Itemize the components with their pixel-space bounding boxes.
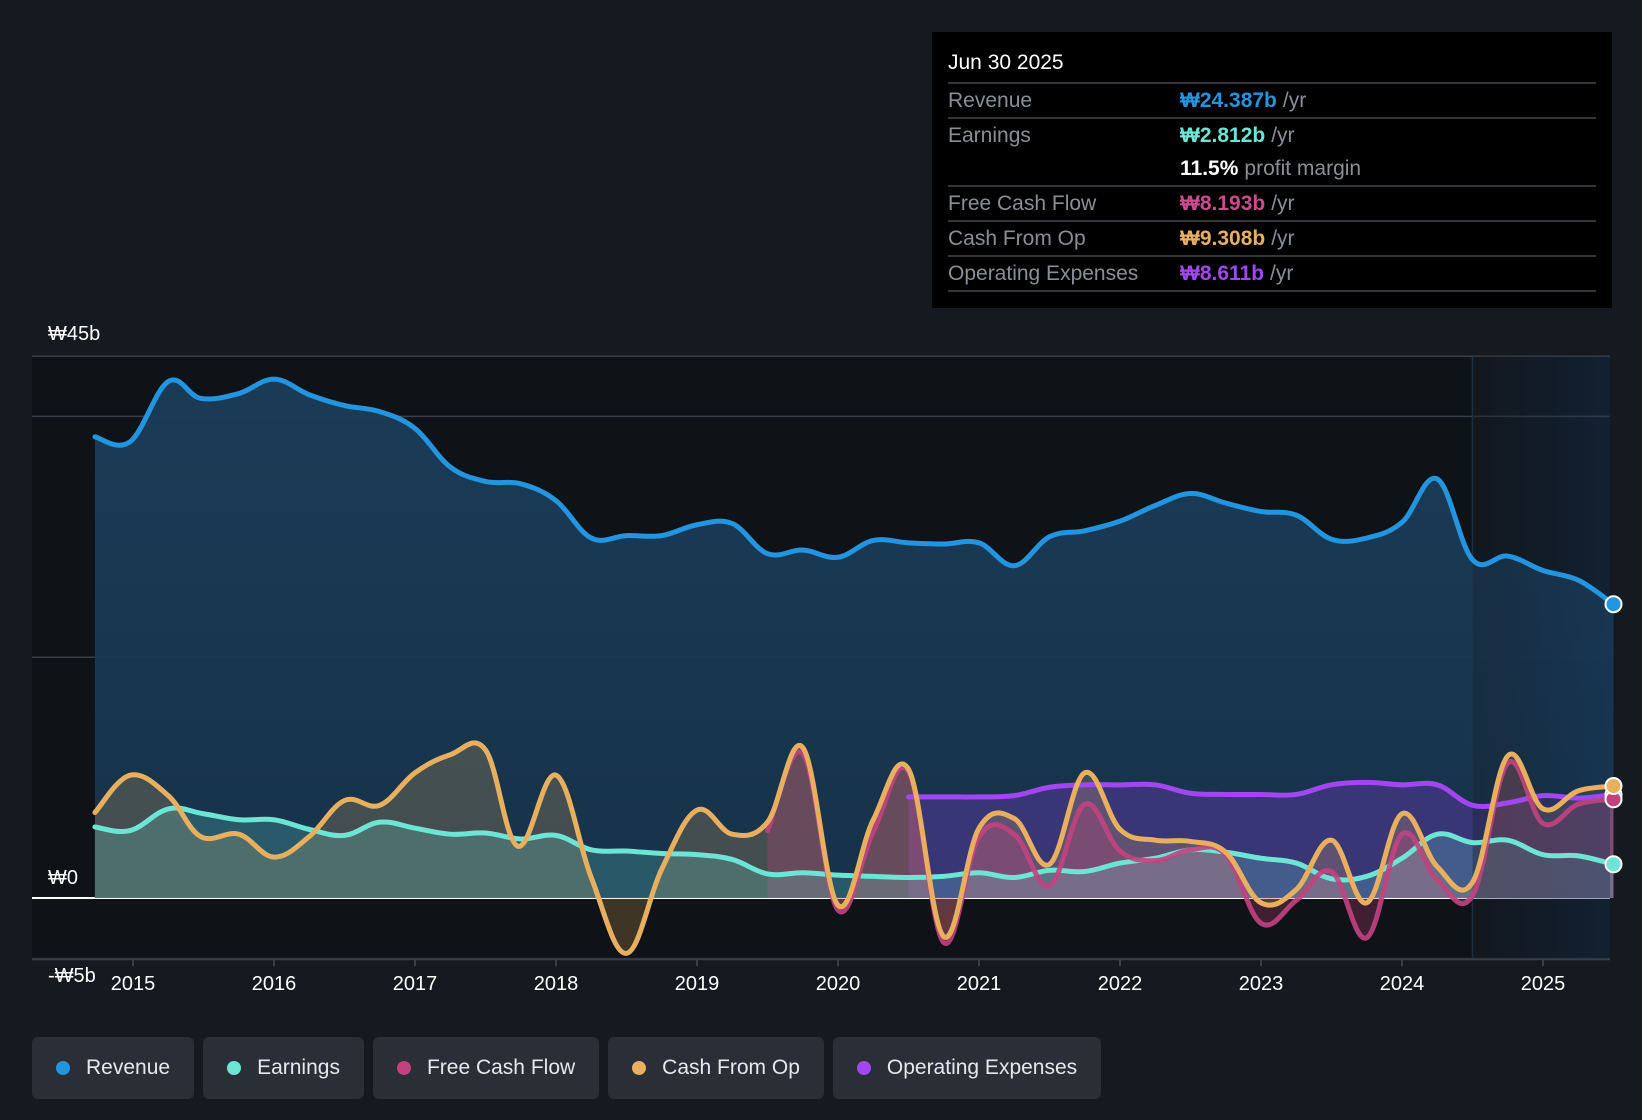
revenue-area <box>94 379 1614 898</box>
operating-expenses-line <box>906 779 1616 810</box>
tooltip-unit: /yr <box>1271 226 1295 250</box>
earnings-end-dot <box>1604 855 1623 874</box>
forecast-region <box>1472 356 1610 959</box>
tooltip-unit: /yr <box>1282 88 1307 112</box>
legend-item-revenue[interactable]: Revenue <box>32 1037 195 1099</box>
legend-item-earnings[interactable]: Earnings <box>203 1037 364 1099</box>
revenue-end-dot <box>1604 595 1623 614</box>
x-tick-label: 2019 <box>675 973 720 995</box>
legend-item-operating-expenses[interactable]: Operating Expenses <box>832 1037 1102 1099</box>
x-tick-label: 2024 <box>1380 973 1425 995</box>
legend-dot-icon <box>56 1061 70 1075</box>
tooltip-unit: /yr <box>1271 191 1295 215</box>
legend-label: Cash From Op <box>662 1056 800 1079</box>
legend-item-cash-from-op[interactable]: Cash From Op <box>608 1037 824 1099</box>
x-tick-label: 2018 <box>534 973 579 995</box>
tooltip-row: Operating Expenses ₩8.611b/yr <box>948 255 1596 290</box>
x-axis-labels: 2015 2016 2017 2018 2019 2020 2021 2022 2023 2024… <box>111 959 1566 995</box>
tooltip-unit: profit margin <box>1244 156 1362 180</box>
tooltip-date: Jun 30 2025 <box>948 51 1064 74</box>
tooltip-row: Free Cash Flow ₩8.193b/yr <box>948 185 1596 220</box>
y-tick-label: ₩45b <box>48 323 100 345</box>
legend-item-free-cash-flow[interactable]: Free Cash Flow <box>372 1037 600 1099</box>
tooltip-row: Cash From Op ₩9.308b/yr <box>948 220 1596 255</box>
tooltip-unit: /yr <box>1271 123 1295 147</box>
legend-dot-icon <box>227 1061 242 1075</box>
y-tick-label: -₩5b <box>48 965 96 987</box>
series-lines <box>92 376 1616 956</box>
tooltip-value: ₩8.611b <box>1180 261 1265 285</box>
legend-dot-icon <box>632 1061 647 1075</box>
tooltip-row: 11.5% profit margin <box>948 152 1596 185</box>
tooltip: Jun 30 2025 Revenue ₩24.387b/yr Earnings ₩2… <box>932 32 1612 308</box>
cash-from-op-line <box>92 740 1616 956</box>
x-tick-label: 2017 <box>393 973 438 995</box>
legend: Revenue Earnings Free Cash Flow Cash From O… <box>32 1037 1102 1099</box>
tooltip-value: ₩8.193b <box>1180 191 1266 215</box>
earnings-area <box>94 808 1614 898</box>
tooltip-label: Earnings <box>948 123 1031 147</box>
tooltip-row: Earnings ₩2.812b/yr <box>948 117 1596 152</box>
x-tick-label: 2015 <box>111 973 156 995</box>
tooltip-label: Revenue <box>948 88 1033 112</box>
cash-from-op-area <box>94 742 1614 954</box>
tooltip-row: Revenue ₩24.387b/yr <box>948 82 1596 117</box>
x-tick-label: 2020 <box>816 973 861 995</box>
revenue-line <box>92 376 1616 607</box>
tooltip-value: 11.5% <box>1180 156 1239 180</box>
tooltip-unit: /yr <box>1270 261 1294 285</box>
cash-from-op-end-dot <box>1604 777 1623 796</box>
x-tick-label: 2025 <box>1521 973 1566 995</box>
y-axis-labels: ₩45b ₩0 -₩5b <box>48 323 100 987</box>
tooltip-label: Operating Expenses <box>948 261 1139 285</box>
series-areas <box>94 379 1614 954</box>
legend-label: Free Cash Flow <box>426 1056 576 1079</box>
legend-label: Revenue <box>86 1056 171 1079</box>
tooltip-value: ₩9.308b <box>1180 226 1266 250</box>
free-cash-flow-area <box>767 751 1614 944</box>
legend-label: Operating Expenses <box>886 1056 1078 1079</box>
tooltip-label: Cash From Op <box>948 226 1086 250</box>
legend-dot-icon <box>856 1061 871 1075</box>
tooltip-label: Free Cash Flow <box>948 191 1097 215</box>
x-tick-label: 2016 <box>252 973 297 995</box>
y-tick-label: ₩0 <box>48 867 78 889</box>
tooltip-value: ₩2.812b <box>1180 123 1266 147</box>
x-tick-label: 2022 <box>1098 973 1143 995</box>
series-end-dots <box>1604 595 1623 874</box>
x-tick-label: 2021 <box>957 973 1002 995</box>
x-tick-label: 2023 <box>1239 973 1284 995</box>
legend-label: Earnings <box>257 1056 340 1079</box>
free-cash-flow-line <box>765 749 1616 946</box>
tooltip-value: ₩24.387b <box>1180 88 1277 112</box>
legend-dot-icon <box>396 1061 411 1075</box>
